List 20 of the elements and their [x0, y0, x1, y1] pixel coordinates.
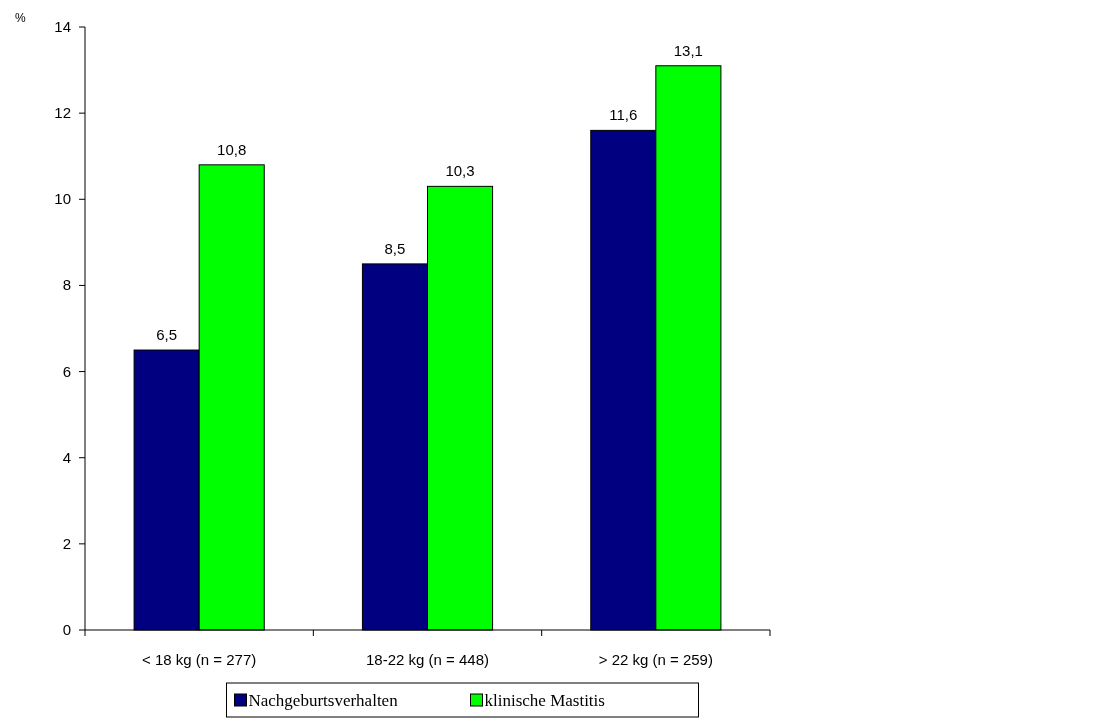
data-label: 6,5 [156, 326, 178, 344]
x-tick-label: < 18 kg (n = 277) [142, 651, 257, 668]
data-label: 11,6 [609, 106, 638, 124]
y-tick-label: 12 [54, 104, 71, 122]
y-tick-label: 14 [54, 18, 71, 35]
data-label: 10,8 [217, 140, 247, 158]
legend-label: klinische Mastitis [484, 691, 605, 710]
x-tick-label: 18-22 kg (n = 448) [366, 651, 489, 668]
y-tick-label: 4 [62, 448, 71, 466]
y-tick-label: 0 [62, 621, 71, 638]
data-label: 10,3 [445, 162, 475, 180]
x-tick-label: > 22 kg (n = 259) [598, 651, 713, 668]
data-label: 13,1 [673, 41, 703, 59]
y-tick-label: 10 [54, 190, 71, 208]
y-axis-title: % [15, 11, 26, 25]
y-tick-label: 8 [62, 276, 71, 294]
data-label: 8,5 [384, 239, 406, 257]
y-tick-label: 2 [62, 534, 71, 552]
y-tick-label: 6 [62, 362, 71, 380]
legend-label: Nachgeburtsverhalten [248, 691, 399, 710]
